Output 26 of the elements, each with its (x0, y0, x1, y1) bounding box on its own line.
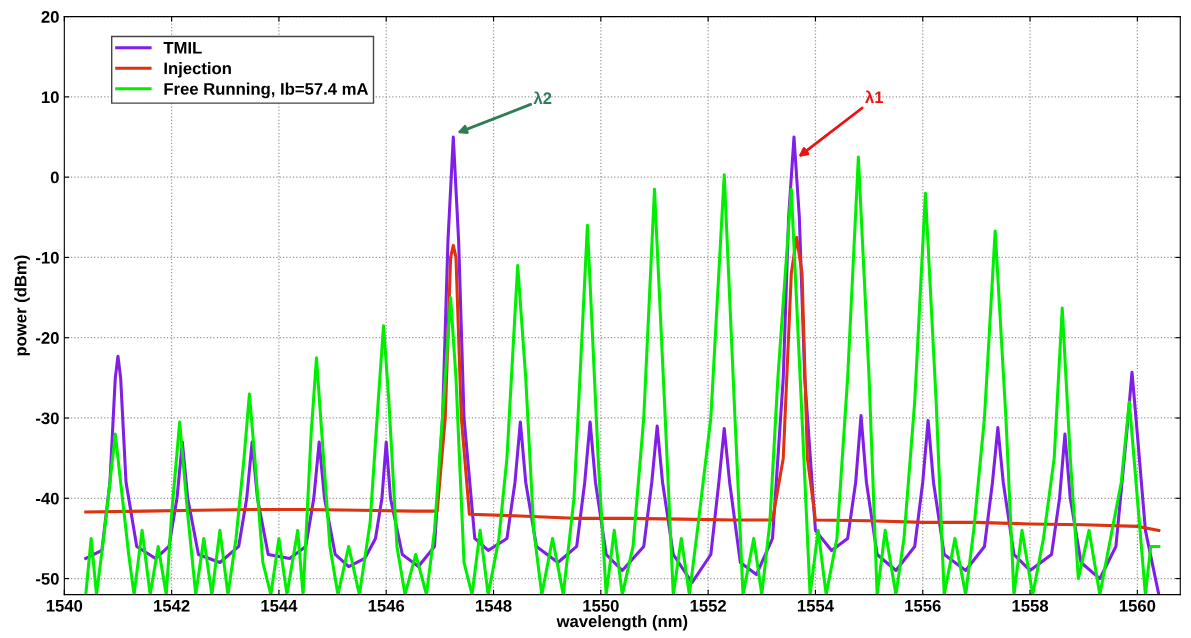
x-tick-label: 1540 (46, 599, 83, 612)
y-tick-label: -50 (36, 572, 59, 585)
x-axis-title: wavelength (nm) (556, 615, 688, 631)
x-tick-label: 1550 (583, 599, 619, 612)
legend-label: Free Running, Ib=57.4 mA (164, 82, 369, 99)
y-tick-label: -10 (36, 251, 59, 264)
legend-label: TMIL (163, 42, 202, 54)
y-tick-label: 10 (41, 91, 59, 104)
x-tick-label: 1556 (905, 599, 941, 612)
y-tick-label: -30 (36, 412, 59, 425)
y-axis-title: power (dBm) (14, 255, 30, 356)
y-tick-label: -40 (36, 492, 59, 505)
legend-label: Injection (164, 62, 231, 78)
annotation: λ1 (865, 90, 884, 104)
x-tick-label: 1552 (690, 599, 727, 612)
x-tick-label: 1558 (1012, 599, 1049, 612)
x-tick-label: 1560 (1119, 599, 1156, 612)
y-tick-label: 20 (41, 10, 59, 23)
y-tick-label: -20 (36, 332, 59, 344)
x-tick-label: 1554 (797, 600, 834, 612)
x-tick-label: 1548 (476, 599, 512, 612)
x-tick-label: 1544 (261, 600, 298, 612)
x-tick-label: 1542 (154, 599, 190, 612)
annotation: λ2 (533, 91, 552, 104)
x-tick-label: 1546 (368, 599, 405, 612)
y-tick-label: 0 (50, 171, 59, 184)
